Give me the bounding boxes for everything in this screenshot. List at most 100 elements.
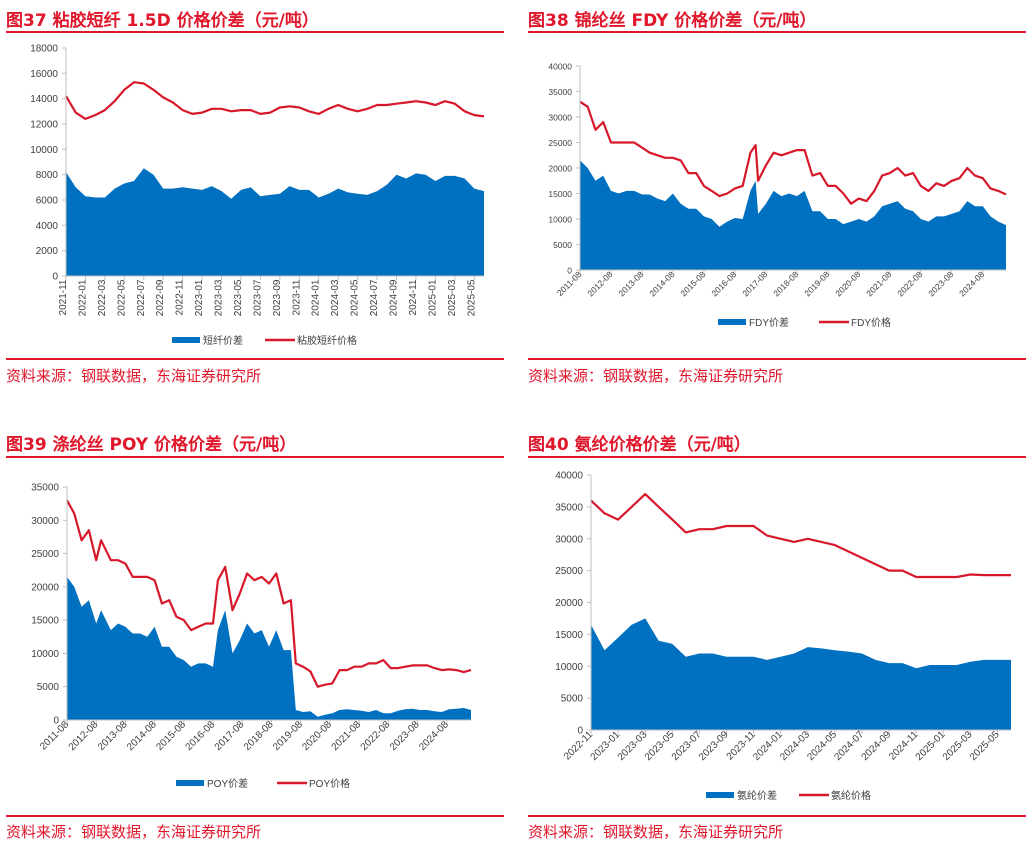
x-tick-label: 2022-11 <box>175 279 186 315</box>
x-tick-label: 2025-03 <box>447 279 458 316</box>
x-tick-label: 2024-09 <box>860 729 894 763</box>
x-tick-label: 2021-08 <box>864 269 893 298</box>
source-divider <box>6 358 504 360</box>
y-tick-label: 20000 <box>31 582 59 593</box>
y-tick-label: 10000 <box>548 215 572 225</box>
y-tick-label: 6000 <box>36 196 59 207</box>
y-tick-label: 15000 <box>548 189 572 199</box>
y-tick-label: 30000 <box>548 113 572 123</box>
y-tick-label: 8000 <box>36 170 59 181</box>
x-tick-label: 2023-11 <box>291 279 302 315</box>
x-tick-label: 2024-03 <box>330 279 341 316</box>
x-tick-label: 2022-08 <box>895 269 924 298</box>
x-tick-label: 2024-08 <box>417 719 451 753</box>
price-line <box>590 493 1011 579</box>
y-tick-label: 0 <box>53 716 59 727</box>
x-tick-label: 2016-08 <box>709 269 738 298</box>
x-tick-label: 2025-05 <box>466 279 477 316</box>
y-tick-label: 0 <box>577 726 583 737</box>
y-tick-label: 20000 <box>555 598 583 609</box>
x-tick-label: 2014-08 <box>125 719 159 753</box>
x-tick-label: 2014-08 <box>647 269 676 298</box>
y-tick-label: 20000 <box>548 164 572 174</box>
y-tick-label: 10000 <box>31 649 59 660</box>
x-tick-label: 2021-11 <box>58 279 69 315</box>
x-tick-label: 2024-07 <box>369 279 380 316</box>
y-tick-label: 4000 <box>36 221 59 232</box>
x-tick-label: 2024-01 <box>311 279 322 316</box>
legend-swatch-spread <box>172 337 200 343</box>
x-tick-label: 2024-09 <box>389 279 400 316</box>
y-tick-label: 15000 <box>555 630 583 641</box>
spread-area <box>580 160 1006 270</box>
y-tick-label: 2000 <box>36 246 59 257</box>
x-tick-label: 2012-08 <box>585 269 614 298</box>
spread-area <box>591 618 1011 730</box>
y-tick-label: 0 <box>52 272 58 283</box>
x-tick-label: 2024-08 <box>957 269 986 298</box>
y-tick-label: 5000 <box>37 682 60 693</box>
x-tick-label: 2022-01 <box>77 279 88 316</box>
price-line <box>66 499 472 688</box>
x-tick-label: 2023-07 <box>252 279 263 316</box>
x-tick-label: 2017-08 <box>213 719 247 753</box>
chart-source-39: 资料来源：钢联数据，东海证券研究所 <box>6 823 262 841</box>
y-tick-label: 16000 <box>30 69 58 80</box>
x-tick-label: 2023-03 <box>214 279 225 316</box>
source-divider <box>6 815 504 817</box>
x-tick-label: 2013-08 <box>96 719 130 753</box>
x-tick-label: 2022-03 <box>97 279 108 316</box>
x-tick-label: 2022-07 <box>136 279 147 316</box>
x-tick-label: 2024-11 <box>408 279 419 315</box>
title-divider <box>6 31 504 33</box>
legend-label-price: FDY价格 <box>851 316 891 329</box>
spread-area <box>67 576 471 720</box>
legend-swatch-spread <box>706 792 734 798</box>
spread-area <box>66 168 484 276</box>
chart-3: 0 5000 10000 15000 20000 25000 30000 35000 40000… <box>555 471 1011 802</box>
x-tick-label: 2024-05 <box>350 279 361 316</box>
y-tick-label: 40000 <box>548 62 572 72</box>
source-divider <box>528 815 1026 817</box>
x-tick-label: 2023-08 <box>926 269 955 298</box>
y-tick-label: 18000 <box>30 44 58 55</box>
chart-0: 0 2000 4000 6000 8000 10000 12000 14000 16000 180… <box>30 44 485 347</box>
price-line <box>65 81 485 121</box>
chart-title-37: 图37 粘胶短纤 1.5D 价格价差（元/吨） <box>6 11 319 31</box>
x-tick-label: 2022-09 <box>155 279 166 316</box>
y-tick-label: 35000 <box>555 502 583 513</box>
legend-label-price: POY价格 <box>309 777 350 790</box>
legend-label-price: 粘胶短纤价格 <box>297 334 357 347</box>
chart-title-40: 图40 氨纶价格价差（元/吨） <box>528 435 751 455</box>
y-tick-label: 15000 <box>31 616 59 627</box>
x-tick-label: 2023-01 <box>194 279 205 316</box>
y-tick-label: 30000 <box>555 534 583 545</box>
legend-label-spread: 短纤价差 <box>203 334 243 347</box>
y-tick-label: 40000 <box>555 471 583 482</box>
x-tick-label: 2023-09 <box>272 279 283 316</box>
x-tick-label: 2019-08 <box>271 719 305 753</box>
legend-swatch-spread <box>176 780 204 786</box>
y-tick-label: 5000 <box>553 240 572 250</box>
chart-source-40: 资料来源：钢联数据，东海证券研究所 <box>528 823 784 841</box>
x-tick-label: 2023-05 <box>233 279 244 316</box>
chart-title-38: 图38 锦纶丝 FDY 价格价差（元/吨） <box>528 11 817 31</box>
legend-swatch-spread <box>718 319 746 325</box>
x-tick-label: 2018-08 <box>771 269 800 298</box>
title-divider <box>528 31 1026 33</box>
legend-label-spread: 氨纶价差 <box>737 789 777 802</box>
x-tick-label: 2025-01 <box>427 279 438 316</box>
x-tick-label: 2025-05 <box>968 729 1002 763</box>
chart-1: 0 5000 10000 15000 20000 25000 30000 35000 40000… <box>548 62 1007 329</box>
x-tick-label: 2022-05 <box>116 279 127 316</box>
x-tick-label: 2019-08 <box>802 269 831 298</box>
chart-source-38: 资料来源：钢联数据，东海证券研究所 <box>528 367 784 385</box>
x-tick-label: 2022-08 <box>359 719 393 753</box>
x-tick-label: 2016-08 <box>184 719 218 753</box>
y-tick-label: 10000 <box>30 145 58 156</box>
y-tick-label: 10000 <box>555 662 583 673</box>
x-tick-label: 2018-08 <box>242 719 276 753</box>
x-tick-label: 2017-08 <box>740 269 769 298</box>
y-tick-label: 30000 <box>31 516 59 527</box>
